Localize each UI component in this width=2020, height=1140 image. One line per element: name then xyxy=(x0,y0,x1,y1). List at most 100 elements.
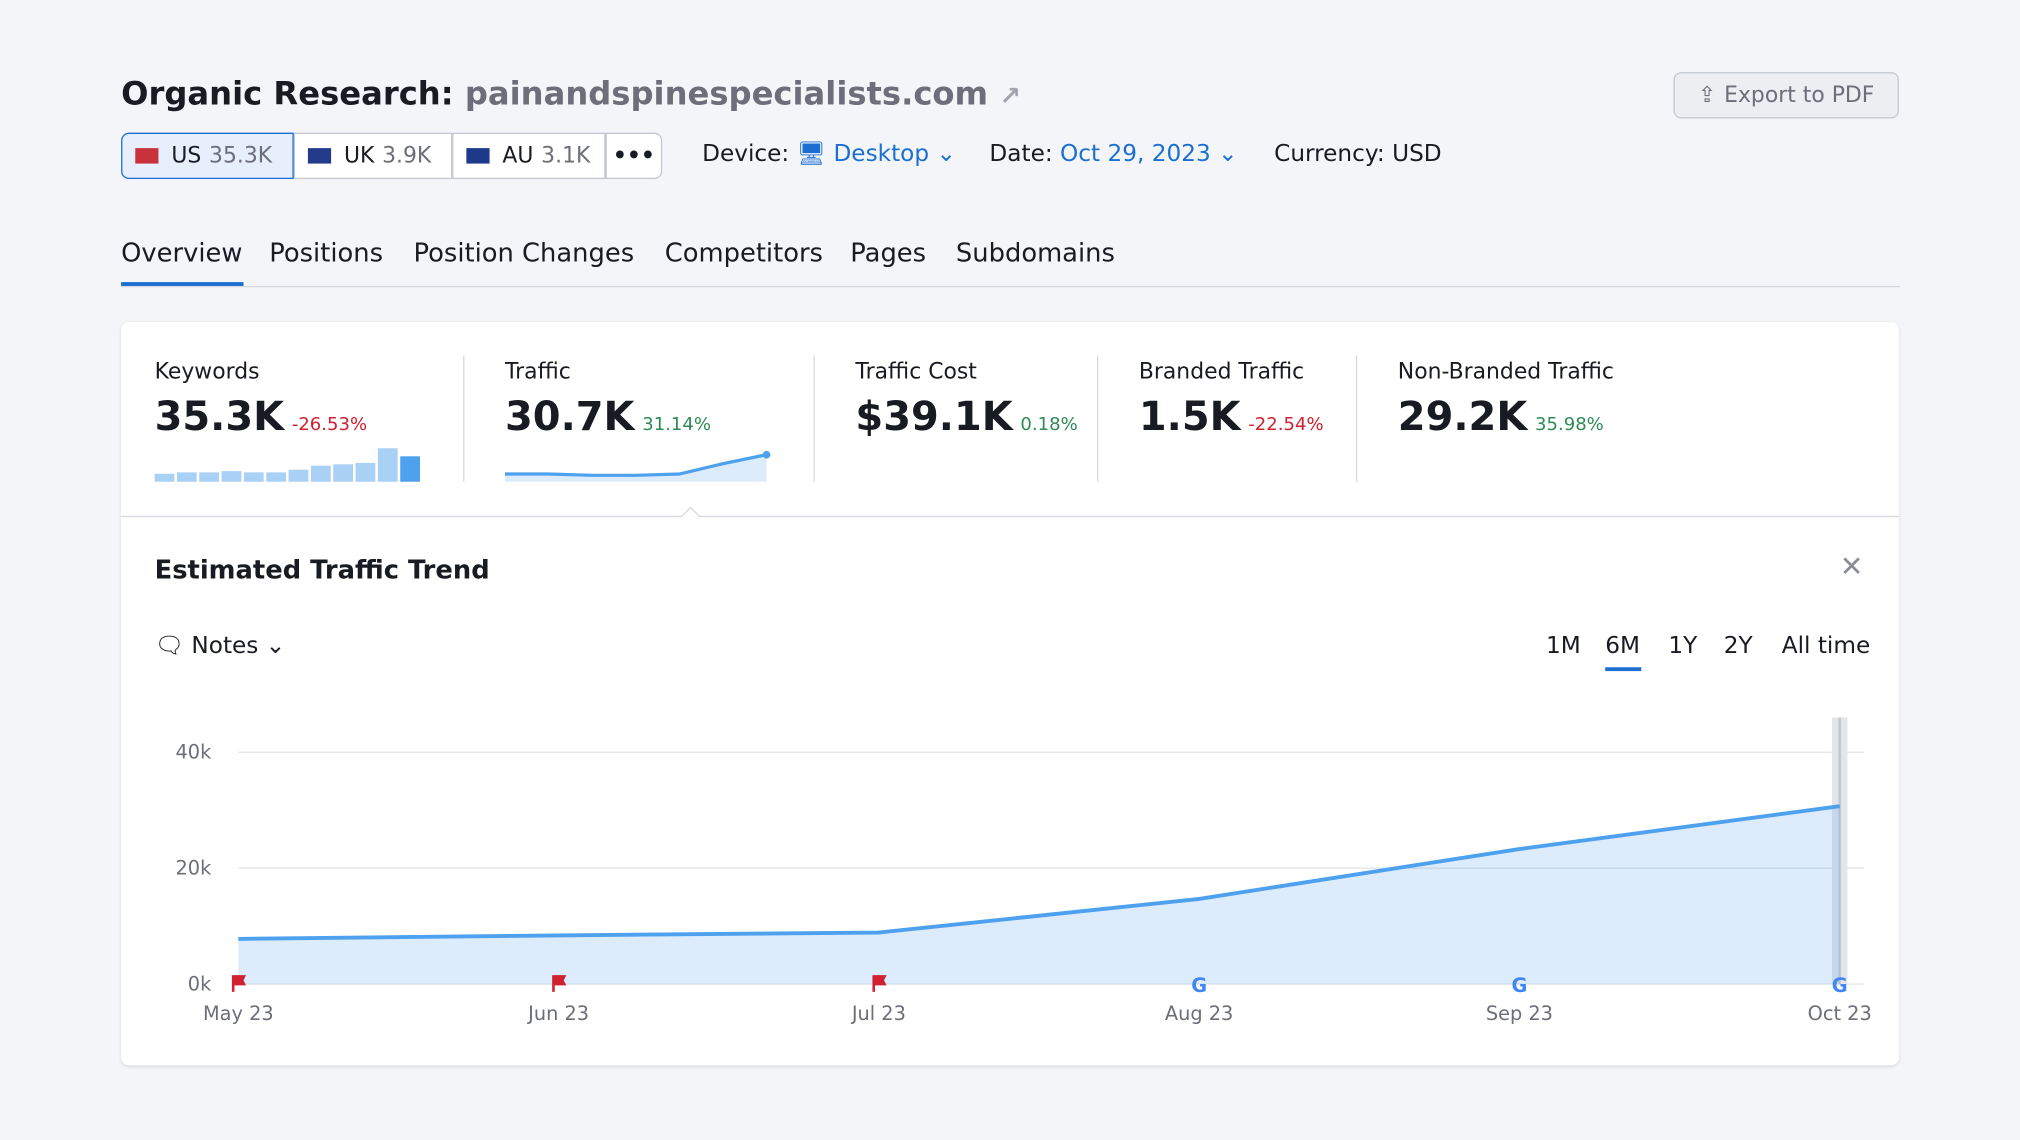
metric-change: 31.14% xyxy=(642,414,712,436)
metric-label: Traffic xyxy=(505,359,571,386)
flag-icon xyxy=(135,148,159,164)
notes-dropdown[interactable]: 🗨 Notes ⌄ xyxy=(154,632,286,660)
area xyxy=(238,806,1840,985)
database-value: 3.9K xyxy=(382,142,432,169)
y-tick-label: 20k xyxy=(176,857,213,880)
metric-change: -26.53% xyxy=(291,414,368,436)
note-flag xyxy=(552,975,567,992)
google-update-icon: G xyxy=(1832,974,1848,997)
sparkline-bar xyxy=(333,464,353,482)
tab[interactable]: Competitors xyxy=(664,237,823,268)
card xyxy=(121,322,1899,1066)
sparkline-bar xyxy=(176,472,197,482)
metric-change: 35.98% xyxy=(1535,414,1604,436)
sparkline-bar xyxy=(377,448,398,482)
metric-change: -22.54% xyxy=(1248,414,1324,436)
tab[interactable]: Position Changes xyxy=(413,237,635,268)
tab[interactable]: Subdomains xyxy=(955,237,1115,268)
x-tick-label: May 23 xyxy=(203,1002,274,1025)
metric-number: $39.1K xyxy=(855,394,1013,441)
currency: Currency: USD xyxy=(1274,140,1442,168)
device-filter[interactable]: Device: 🖥 Desktop ⌄ xyxy=(702,140,956,168)
sparkline-bar xyxy=(288,469,309,482)
y-tick-label: 0k xyxy=(188,973,212,996)
sparkline-bar xyxy=(310,465,331,482)
line xyxy=(238,804,1840,941)
notes-label: Notes xyxy=(191,632,259,660)
close-button[interactable]: ✕ xyxy=(1839,551,1864,584)
panel-separator xyxy=(121,506,1899,518)
date-label: Date: xyxy=(989,140,1053,168)
database-code: UK xyxy=(343,142,375,169)
flag-icon xyxy=(307,148,332,164)
google-update-icon: G xyxy=(1511,974,1527,997)
sparkline-bar xyxy=(243,472,264,482)
domain[interactable]: painandspinespecialists.com xyxy=(464,74,989,113)
database-code: US xyxy=(171,142,202,169)
y-tick-label: 40k xyxy=(176,741,213,764)
more-button[interactable]: ••• xyxy=(605,132,663,180)
metric-value: 30.7K 31.14% xyxy=(505,394,711,440)
range-option[interactable]: All time xyxy=(1781,632,1871,660)
sparkline-dot xyxy=(762,450,771,459)
sparkline-bar xyxy=(154,473,175,482)
range-underline xyxy=(1605,667,1642,672)
sparkline-bar xyxy=(221,471,242,482)
external-link-icon[interactable]: ↗ xyxy=(999,79,1021,111)
sparkline-line xyxy=(505,453,767,477)
database-value: 3.1K xyxy=(541,142,591,169)
metric-value: 1.5K -22.54% xyxy=(1139,394,1324,440)
sparkline-bar xyxy=(266,472,287,482)
device-label: Device: xyxy=(702,140,790,168)
flag-icon xyxy=(466,148,490,164)
metric-change: 0.18% xyxy=(1020,414,1078,436)
x-tick-label: Aug 23 xyxy=(1165,1002,1233,1025)
metric-number: 35.3K xyxy=(154,394,285,441)
sparkline-area xyxy=(505,454,767,482)
device-value: Desktop xyxy=(833,140,930,168)
metric-number: 30.7K xyxy=(505,394,635,441)
x-tick-label: Oct 23 xyxy=(1808,1002,1872,1025)
x-tick-label: Sep 23 xyxy=(1486,1002,1553,1025)
range-option[interactable]: 1Y xyxy=(1668,632,1698,660)
sparkline-bar xyxy=(199,472,220,482)
google-update-icon: G xyxy=(1191,974,1207,997)
tab[interactable]: Positions xyxy=(269,237,384,268)
database-button[interactable]: UK 3.9K xyxy=(293,132,453,180)
date-value: Oct 29, 2023 xyxy=(1060,140,1211,168)
title: Organic Research: xyxy=(121,74,454,113)
title-row: Organic Research: painandspinespecialist… xyxy=(121,75,1021,112)
note-flag xyxy=(231,975,247,992)
database-code: AU xyxy=(502,142,534,169)
range-option[interactable]: 1M xyxy=(1545,632,1581,660)
date-filter[interactable]: Date: Oct 29, 2023 ⌄ xyxy=(989,140,1238,168)
database-button[interactable]: AU 3.1K xyxy=(452,132,606,180)
metric-number: 29.2K xyxy=(1397,394,1528,441)
section-title: Estimated Traffic Trend xyxy=(154,553,490,585)
metric-value: 29.2K 35.98% xyxy=(1398,394,1604,440)
note-flag xyxy=(872,975,887,992)
export-icon: ⇪ xyxy=(1698,82,1717,109)
metric-label: Keywords xyxy=(154,359,260,386)
metric-label: Traffic Cost xyxy=(855,359,977,386)
tabs-divider xyxy=(121,285,1901,288)
metric-value: $39.1K 0.18% xyxy=(855,394,1077,440)
database-button[interactable]: US 35.3K xyxy=(121,132,294,180)
active-tab-underline xyxy=(121,282,244,286)
database-value: 35.3K xyxy=(209,142,273,169)
tab[interactable]: Overview xyxy=(121,237,243,268)
metric-value: 35.3K -26.53% xyxy=(155,394,368,440)
sparkline-bar xyxy=(355,462,376,482)
export-label: Export to PDF xyxy=(1724,82,1875,109)
x-tick-label: Jul 23 xyxy=(851,1002,906,1025)
tab[interactable]: Pages xyxy=(850,237,927,268)
range-option[interactable]: 6M xyxy=(1605,632,1640,660)
x-tick-label: Jun 23 xyxy=(527,1002,589,1025)
range-option[interactable]: 2Y xyxy=(1723,632,1753,660)
sparkline-bar xyxy=(400,456,420,482)
export-button[interactable]: ⇪ Export to PDF xyxy=(1673,72,1899,119)
metric-number: 1.5K xyxy=(1138,394,1241,441)
